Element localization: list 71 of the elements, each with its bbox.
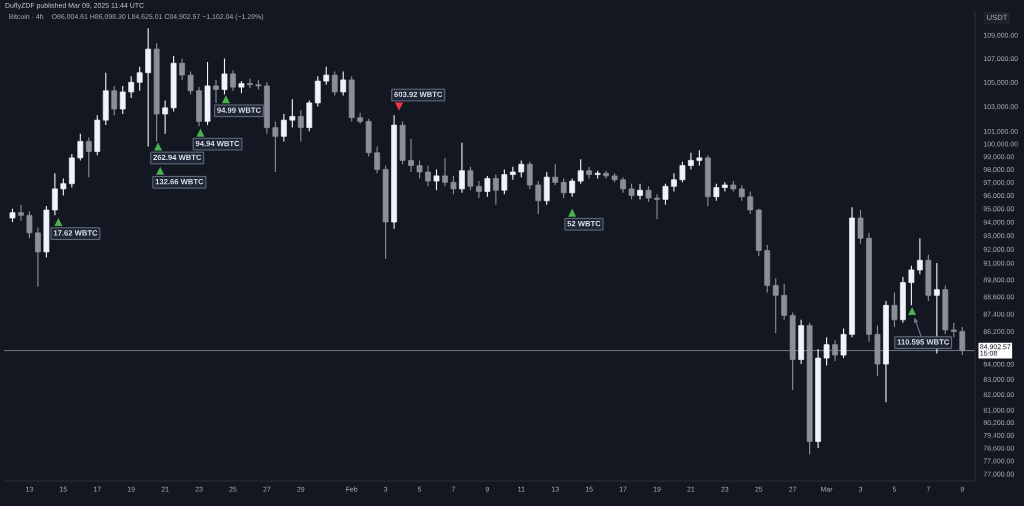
- candlestick: [959, 326, 966, 356]
- candlestick: [552, 163, 559, 186]
- point: [54, 217, 63, 227]
- candlestick: [213, 79, 219, 104]
- candlestick: [331, 70, 338, 97]
- candlestick: [857, 209, 864, 245]
- candlestick: [247, 78, 253, 89]
- candlestick: [51, 172, 58, 216]
- candlestick: [297, 109, 304, 142]
- candlestick: [111, 85, 118, 116]
- candlestick: [128, 75, 135, 99]
- candlestick: [221, 57, 228, 95]
- point: [196, 128, 205, 137]
- candlestick: [272, 120, 279, 173]
- candlestick: [476, 180, 482, 199]
- point: [221, 95, 230, 104]
- candlestick: [77, 133, 84, 161]
- candlestick: [781, 283, 788, 321]
- candlestick: [492, 174, 499, 206]
- candlestick: [289, 98, 296, 129]
- point: [568, 208, 577, 217]
- candlestick: [679, 161, 686, 183]
- candlestick: [569, 177, 576, 198]
- candlestick: [408, 138, 414, 173]
- candlestick: [891, 291, 898, 328]
- candlestick: [450, 175, 457, 195]
- candlestick: [772, 277, 779, 334]
- candlestick: [145, 27, 152, 147]
- point: [908, 307, 917, 316]
- candlestick: [179, 57, 185, 81]
- candlestick: [187, 70, 194, 95]
- candlestick: [280, 113, 287, 142]
- candlestick: [908, 265, 915, 306]
- candlestick: [840, 327, 847, 359]
- candlestick: [543, 171, 550, 206]
- candlestick: [416, 159, 423, 180]
- candlestick: [586, 166, 593, 180]
- point: [156, 166, 165, 175]
- candlestick: [577, 158, 584, 185]
- candlestick: [560, 177, 567, 199]
- candlestick: [374, 145, 381, 174]
- candlestick: [230, 69, 236, 92]
- candlestick: [823, 336, 830, 367]
- candlestick: [832, 339, 838, 362]
- candlestick: [535, 180, 542, 215]
- candlestick: [425, 165, 431, 187]
- candlestick: [688, 152, 694, 170]
- candlestick: [119, 85, 126, 115]
- candlestick: [484, 175, 491, 198]
- point: [154, 142, 163, 151]
- candlestick: [433, 168, 440, 191]
- candlestick: [467, 166, 474, 191]
- candlestick: [35, 226, 41, 288]
- point: [394, 102, 404, 111]
- candlestick: [85, 137, 92, 178]
- candlestick: [314, 75, 321, 108]
- candlestick: [637, 183, 643, 200]
- candlestick: [916, 237, 923, 275]
- candlestick: [459, 142, 465, 194]
- candlestick: [747, 190, 754, 215]
- candlestick: [501, 168, 508, 195]
- candlestick: [662, 183, 669, 206]
- candlestick: [671, 172, 677, 193]
- candlestick: [18, 204, 24, 222]
- candlestick: [162, 99, 169, 135]
- candlestick: [654, 193, 660, 220]
- candlestick: [526, 161, 533, 190]
- candlestick: [340, 70, 347, 97]
- candlestick: [26, 210, 33, 239]
- candlestick: [136, 66, 143, 92]
- candlestick: [442, 157, 448, 187]
